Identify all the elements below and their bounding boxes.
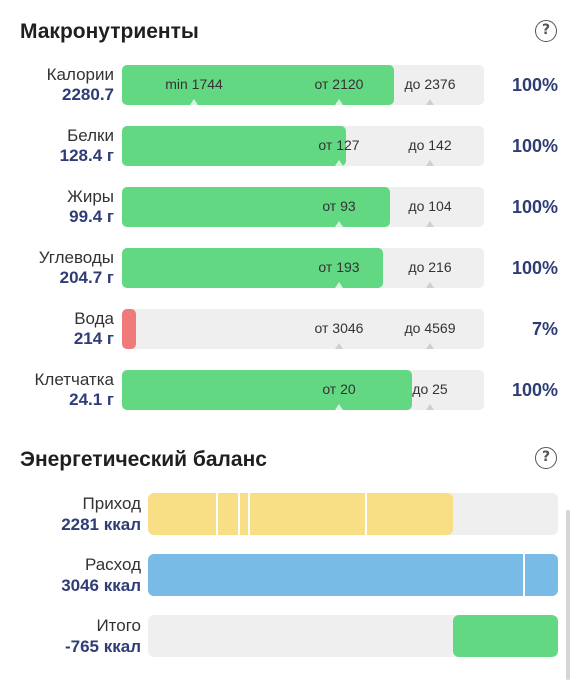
energy-bar — [148, 615, 558, 657]
range-marker-label: от 193 — [318, 259, 360, 275]
marker-triangle-icon — [335, 343, 343, 349]
marker-triangle-icon — [335, 282, 343, 288]
energy-value: 2281 ккал — [61, 515, 141, 534]
energy-bar-fill — [453, 615, 558, 657]
energy-value: 3046 ккал — [61, 576, 141, 595]
range-marker-label: от 2120 — [314, 76, 364, 92]
macro-row: Углеводы 204.7 г от 193 до 216 100% — [0, 248, 578, 290]
macro-name: Вода — [74, 309, 114, 328]
range-marker-label: от 20 — [322, 381, 356, 397]
range-marker-label: до 216 — [408, 259, 452, 275]
energy-value: -765 ккал — [64, 637, 141, 656]
marker-triangle-icon — [426, 404, 434, 410]
energy-name: Расход — [84, 555, 141, 574]
macro-label: Калории 2280.7 — [47, 65, 114, 105]
segment-divider — [238, 493, 240, 535]
energy-label: Итого -765 ккал — [65, 615, 141, 657]
macro-percent: 100% — [511, 380, 558, 400]
macro-value: 99.4 г — [69, 207, 114, 226]
macro-progress-bar: от 193 до 216 — [122, 248, 484, 288]
segment-divider — [523, 554, 525, 596]
marker-triangle-icon — [335, 99, 343, 105]
energy-label: Расход 3046 ккал — [61, 554, 141, 596]
marker-triangle-icon — [190, 99, 198, 105]
range-marker-label: от 3046 — [314, 320, 364, 336]
macro-value: 214 г — [73, 329, 114, 348]
macro-progress-fill — [122, 309, 136, 349]
macro-progress-bar: от 127 до 142 — [122, 126, 484, 166]
macro-percent: 7% — [531, 319, 558, 339]
segment-divider — [365, 493, 367, 535]
macro-progress-fill — [122, 187, 390, 227]
marker-triangle-icon — [426, 282, 434, 288]
macro-progress-bar: от 20 до 25 — [122, 370, 484, 410]
macro-name: Жиры — [67, 187, 114, 206]
macro-value: 128.4 г — [59, 146, 114, 165]
macro-label: Клетчатка 24.1 г — [35, 370, 115, 410]
macro-progress-bar: от 93 до 104 — [122, 187, 484, 227]
macro-value: 24.1 г — [69, 390, 114, 409]
energy-row: Приход 2281 ккал — [0, 493, 578, 537]
energy-label: Приход 2281 ккал — [61, 493, 141, 535]
macro-label: Углеводы 204.7 г — [39, 248, 114, 288]
macro-label: Вода 214 г — [74, 309, 114, 349]
marker-triangle-icon — [426, 99, 434, 105]
energy-row: Расход 3046 ккал — [0, 554, 578, 598]
macro-percent: 100% — [511, 258, 558, 278]
marker-triangle-icon — [335, 221, 343, 227]
segment-divider — [216, 493, 218, 535]
energy-bar-fill — [148, 554, 558, 596]
range-marker-label: min 1744 — [165, 76, 223, 92]
macro-value: 2280.7 — [62, 85, 114, 104]
range-marker-label: до 142 — [408, 137, 452, 153]
energy-name: Итого — [96, 616, 141, 635]
macro-percent: 100% — [511, 197, 558, 217]
macro-row: Жиры 99.4 г от 93 до 104 100% — [0, 187, 578, 229]
macro-progress-bar: от 3046 до 4569 — [122, 309, 484, 349]
macro-name: Клетчатка — [34, 370, 115, 389]
marker-triangle-icon — [335, 404, 343, 410]
marker-triangle-icon — [335, 160, 343, 166]
macro-name: Белки — [67, 126, 114, 145]
marker-triangle-icon — [426, 221, 434, 227]
macro-progress-bar: min 1744 от 2120 до 2376 — [122, 65, 484, 105]
macro-percent: 100% — [511, 136, 558, 156]
macro-progress-fill — [122, 248, 383, 288]
range-marker-label: до 104 — [408, 198, 452, 214]
macro-name: Углеводы — [38, 248, 114, 267]
macros-title: Макронутриенты — [20, 20, 199, 43]
macro-progress-fill — [122, 126, 346, 166]
range-marker-label: до 2376 — [404, 76, 456, 92]
macros-help-icon[interactable]: ? — [535, 20, 557, 42]
macro-percent: 100% — [511, 75, 558, 95]
macro-progress-fill — [122, 370, 412, 410]
segment-divider — [248, 493, 250, 535]
macro-label: Белки 128.4 г — [60, 126, 114, 166]
marker-triangle-icon — [426, 343, 434, 349]
energy-bar-fill — [148, 493, 453, 535]
macro-row: Клетчатка 24.1 г от 20 до 25 100% — [0, 370, 578, 412]
macro-row: Белки 128.4 г от 127 до 142 100% — [0, 126, 578, 168]
range-marker-label: до 4569 — [404, 320, 456, 336]
marker-triangle-icon — [426, 160, 434, 166]
range-marker-label: от 93 — [322, 198, 356, 214]
energy-name: Приход — [82, 494, 141, 513]
macro-name: Калории — [46, 65, 114, 84]
energy-bar — [148, 554, 558, 596]
range-marker-label: до 25 — [412, 381, 448, 397]
macro-progress-fill — [122, 65, 394, 105]
energy-bar — [148, 493, 558, 535]
energy-row: Итого -765 ккал — [0, 615, 578, 659]
macro-row: Вода 214 г от 3046 до 4569 7% — [0, 309, 578, 351]
range-marker-label: от 127 — [318, 137, 360, 153]
macro-value: 204.7 г — [59, 268, 114, 287]
macro-label: Жиры 99.4 г — [67, 187, 114, 227]
energy-title: Энергетический баланс — [20, 448, 267, 471]
macro-row: Калории 2280.7 min 1744 от 2120 до 2376 100% — [0, 65, 578, 107]
energy-help-icon[interactable]: ? — [535, 447, 557, 469]
scrollbar[interactable] — [566, 510, 570, 680]
